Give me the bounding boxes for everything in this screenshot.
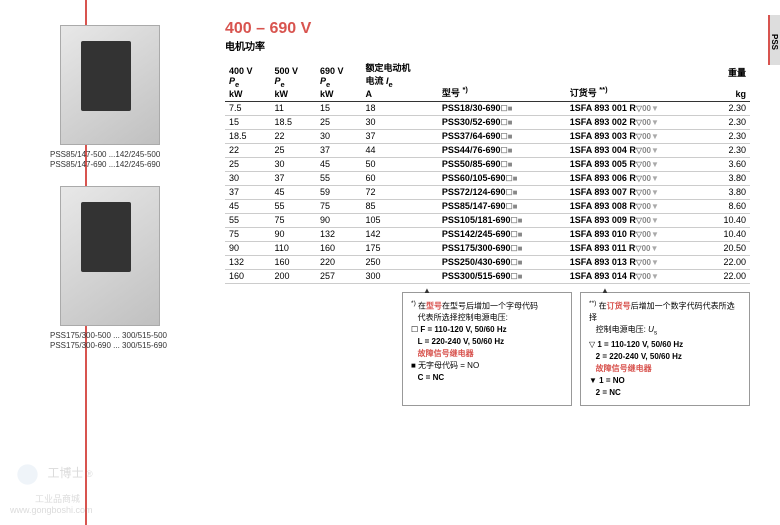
product-image-1 xyxy=(60,25,160,145)
subtitle: 电机功率 xyxy=(225,38,750,53)
table-row: 1518.52530PSS30/52-690☐■1SFA 893 002 R▽0… xyxy=(225,115,750,129)
th-400v: 400 VPekW xyxy=(225,59,270,101)
watermark-icon xyxy=(10,457,45,492)
table-row: 160200257300PSS300/515-690☐■1SFA 893 014… xyxy=(225,269,750,283)
voltage-title: 400 – 690 V xyxy=(225,20,750,38)
right-column: 400 – 690 V 电机功率 400 VPekW 500 VPekW 690… xyxy=(210,20,750,406)
image-caption-1: PSS85/147-500 ...142/245-500 PSS85/147-6… xyxy=(50,150,195,171)
th-690v: 690 VPekW xyxy=(316,59,361,101)
legend-1: *) 在型号在型号后增加一个字母代码 代表所选择控制电源电压: ☐ F = 11… xyxy=(402,292,572,406)
spec-table: 400 VPekW 500 VPekW 690 VPekW 额定电动机电流 Ie… xyxy=(225,59,750,284)
legend-2: **) 在订货号后增加一个数字代码代表所选择 控制电源电压: Us ▽ 1 = … xyxy=(580,292,750,406)
th-model: 型号 *) xyxy=(438,59,566,101)
left-column: PSS85/147-500 ...142/245-500 PSS85/147-6… xyxy=(40,20,210,406)
image-caption-2: PSS175/300-500 ... 300/515-500 PSS175/30… xyxy=(50,331,195,352)
table-row: 7.5111518PSS18/30-690☐■1SFA 893 001 R▽00… xyxy=(225,101,750,115)
th-weight: 重量kg xyxy=(706,59,750,101)
table-row: 30375560PSS60/105-690☐■1SFA 893 006 R▽00… xyxy=(225,171,750,185)
table-row: 18.5223037PSS37/64-690☐■1SFA 893 003 R▽0… xyxy=(225,129,750,143)
table-row: 90110160175PSS175/300-690☐■1SFA 893 011 … xyxy=(225,241,750,255)
th-current: 额定电动机电流 IeA xyxy=(361,59,437,101)
table-row: 37455972PSS72/124-690☐■1SFA 893 007 R▽00… xyxy=(225,185,750,199)
page-content: PSS85/147-500 ...142/245-500 PSS85/147-6… xyxy=(0,0,780,416)
watermark: 工博士 ® 工业品商城 www.gongboshi.com xyxy=(10,457,93,515)
table-row: 7590132142PSS142/245-690☐■1SFA 893 010 R… xyxy=(225,227,750,241)
table-row: 45557585PSS85/147-690☐■1SFA 893 008 R▽00… xyxy=(225,199,750,213)
table-row: 25304550PSS50/85-690☐■1SFA 893 005 R▽00▼… xyxy=(225,157,750,171)
table-row: 132160220250PSS250/430-690☐■1SFA 893 013… xyxy=(225,255,750,269)
table-row: 22253744PSS44/76-690☐■1SFA 893 004 R▽00▼… xyxy=(225,143,750,157)
product-image-2 xyxy=(60,186,160,326)
legend-row: *) 在型号在型号后增加一个字母代码 代表所选择控制电源电压: ☐ F = 11… xyxy=(225,292,750,406)
th-order: 订货号 **) xyxy=(566,59,706,101)
th-500v: 500 VPekW xyxy=(270,59,315,101)
table-row: 557590105PSS105/181-690☐■1SFA 893 009 R▽… xyxy=(225,213,750,227)
